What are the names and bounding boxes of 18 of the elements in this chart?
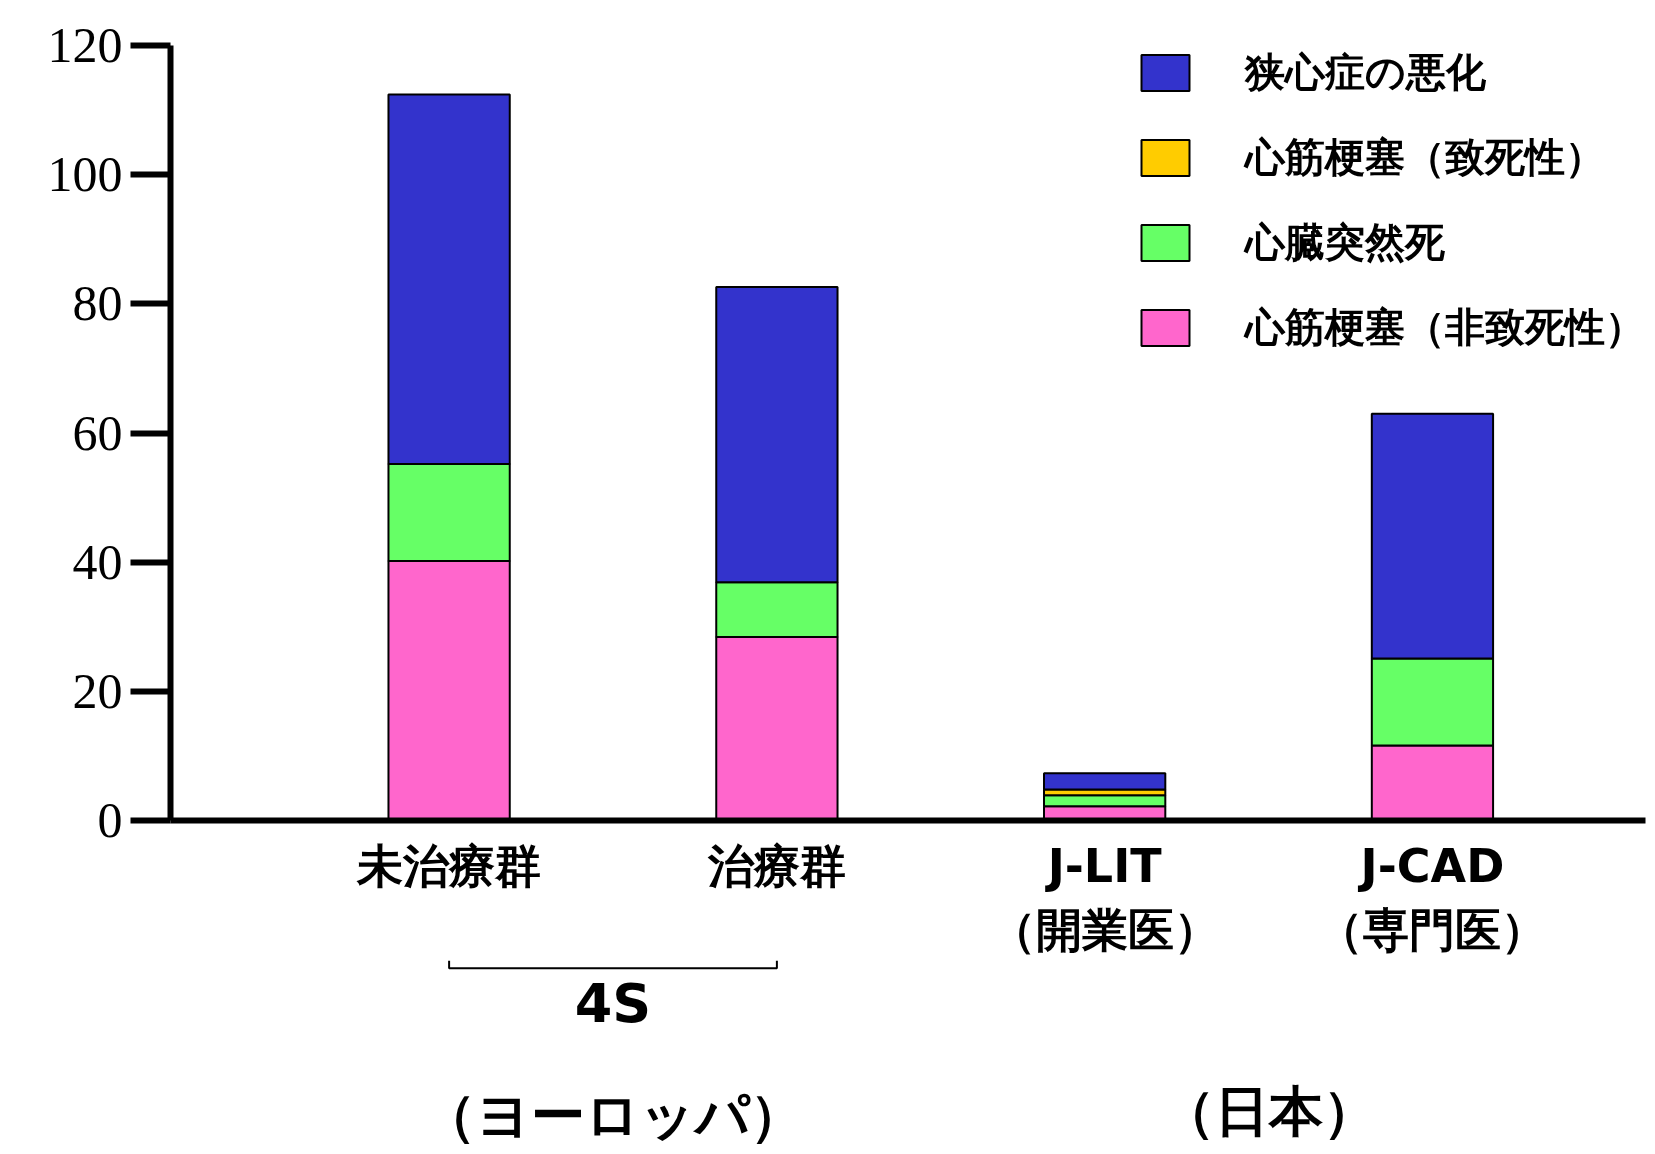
x-tick-label: J-CAD （専門医） <box>1317 838 1548 958</box>
x-tick-label: 未治療群 <box>356 838 542 893</box>
y-tick-label: 80 <box>72 275 123 332</box>
y-tick-label: 40 <box>72 533 123 590</box>
y-tick-label: 20 <box>72 662 123 719</box>
legend-label: 心臓突然死 <box>1245 218 1445 267</box>
y-tick-label: 60 <box>72 404 123 461</box>
y-tick-label: 100 <box>47 146 123 203</box>
legend-label: 心筋梗塞（非致死性） <box>1245 303 1645 352</box>
legend-label: 狭心症の悪化 <box>1245 48 1486 97</box>
legend-label: 心筋梗塞（致死性） <box>1245 133 1605 182</box>
text: （日本） <box>1160 1080 1377 1144</box>
x-tick-label: J-LIT （開業医） <box>989 838 1220 958</box>
text: 4S <box>574 971 652 1035</box>
y-tick-label: 120 <box>47 17 123 73</box>
y-tick-label: 0 <box>97 792 123 848</box>
x-tick-label: 治療群 <box>706 838 846 893</box>
text: （ヨーロッパ） <box>422 1084 804 1148</box>
